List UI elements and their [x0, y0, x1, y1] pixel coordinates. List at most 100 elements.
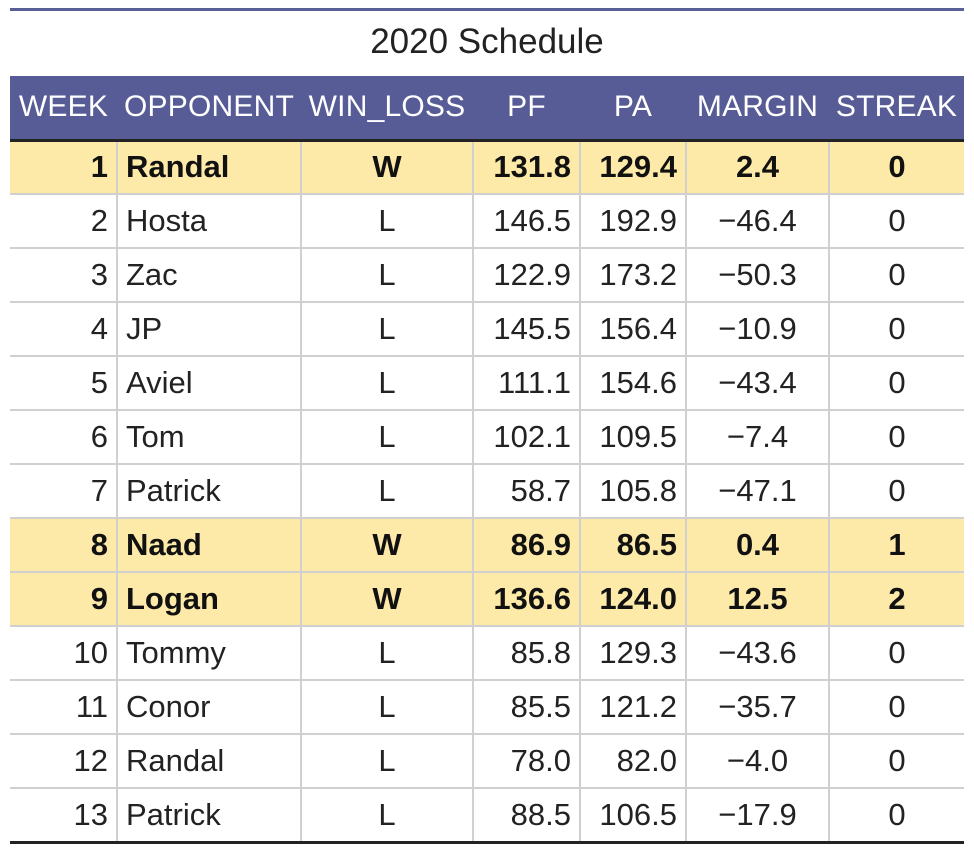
table-title: 2020 Schedule [370, 22, 604, 61]
cell-week: 6 [10, 409, 118, 465]
cell-streak: 0 [828, 733, 964, 789]
table-row: 12 Randal L 78.0 82.0 −4.0 0 [10, 733, 964, 789]
cell-streak: 0 [828, 409, 964, 465]
cell-margin: −4.0 [685, 733, 830, 789]
cell-margin: 0.4 [685, 517, 830, 573]
cell-win-loss: L [300, 463, 474, 519]
cell-win-loss: W [300, 139, 474, 195]
cell-pa: 109.5 [579, 409, 687, 465]
cell-opponent: Tom [116, 409, 302, 465]
cell-pa: 192.9 [579, 193, 687, 249]
cell-margin: −43.4 [685, 355, 830, 411]
table-row: 1 Randal W 131.8 129.4 2.4 0 [10, 139, 964, 195]
cell-streak: 0 [828, 301, 964, 357]
cell-week: 3 [10, 247, 118, 303]
column-header-week: WEEK [10, 76, 117, 142]
cell-week: 13 [10, 787, 118, 844]
cell-pa: 82.0 [579, 733, 687, 789]
column-header-pf: PF [473, 76, 580, 142]
cell-week: 10 [10, 625, 118, 681]
cell-opponent: Aviel [116, 355, 302, 411]
cell-streak: 0 [828, 679, 964, 735]
cell-win-loss: L [300, 301, 474, 357]
cell-pa: 173.2 [579, 247, 687, 303]
cell-win-loss: L [300, 193, 474, 249]
cell-margin: −50.3 [685, 247, 830, 303]
cell-win-loss: L [300, 679, 474, 735]
column-header-pa: PA [580, 76, 686, 142]
table-row: 10 Tommy L 85.8 129.3 −43.6 0 [10, 625, 964, 681]
table-row: 5 Aviel L 111.1 154.6 −43.4 0 [10, 355, 964, 411]
cell-week: 2 [10, 193, 118, 249]
cell-pa: 124.0 [579, 571, 687, 627]
cell-opponent: Randal [116, 733, 302, 789]
cell-week: 5 [10, 355, 118, 411]
cell-streak: 0 [828, 139, 964, 195]
cell-pf: 102.1 [472, 409, 581, 465]
cell-streak: 1 [828, 517, 964, 573]
cell-margin: −17.9 [685, 787, 830, 844]
cell-margin: −10.9 [685, 301, 830, 357]
cell-pf: 136.6 [472, 571, 581, 627]
cell-week: 7 [10, 463, 118, 519]
cell-pf: 85.8 [472, 625, 581, 681]
cell-streak: 0 [828, 463, 964, 519]
cell-pf: 131.8 [472, 139, 581, 195]
cell-win-loss: L [300, 409, 474, 465]
table-row: 2 Hosta L 146.5 192.9 −46.4 0 [10, 193, 964, 249]
cell-opponent: JP [116, 301, 302, 357]
cell-opponent: Naad [116, 517, 302, 573]
cell-streak: 0 [828, 247, 964, 303]
cell-pf: 146.5 [472, 193, 581, 249]
cell-opponent: Patrick [116, 463, 302, 519]
cell-pa: 156.4 [579, 301, 687, 357]
cell-margin: 12.5 [685, 571, 830, 627]
column-header-streak: STREAK [829, 76, 964, 142]
cell-week: 8 [10, 517, 118, 573]
cell-streak: 0 [828, 787, 964, 844]
cell-opponent: Logan [116, 571, 302, 627]
cell-streak: 0 [828, 355, 964, 411]
table-row: 4 JP L 145.5 156.4 −10.9 0 [10, 301, 964, 357]
cell-opponent: Hosta [116, 193, 302, 249]
cell-pa: 121.2 [579, 679, 687, 735]
cell-opponent: Zac [116, 247, 302, 303]
cell-win-loss: L [300, 787, 474, 844]
cell-week: 11 [10, 679, 118, 735]
table-row: 3 Zac L 122.9 173.2 −50.3 0 [10, 247, 964, 303]
table-row: 13 Patrick L 88.5 106.5 −17.9 0 [10, 787, 964, 844]
cell-streak: 0 [828, 625, 964, 681]
cell-pf: 78.0 [472, 733, 581, 789]
schedule-table: WEEK OPPONENT WIN_LOSS PF PA MARGIN STRE… [10, 76, 964, 844]
header-row: WEEK OPPONENT WIN_LOSS PF PA MARGIN STRE… [10, 76, 964, 142]
cell-margin: −7.4 [685, 409, 830, 465]
cell-win-loss: W [300, 517, 474, 573]
cell-week: 1 [10, 139, 118, 195]
cell-pf: 86.9 [472, 517, 581, 573]
cell-opponent: Randal [116, 139, 302, 195]
table-row: 7 Patrick L 58.7 105.8 −47.1 0 [10, 463, 964, 519]
table-row: 6 Tom L 102.1 109.5 −7.4 0 [10, 409, 964, 465]
cell-win-loss: L [300, 625, 474, 681]
column-header-win-loss: WIN_LOSS [301, 76, 473, 142]
table-row: 11 Conor L 85.5 121.2 −35.7 0 [10, 679, 964, 735]
column-header-opponent: OPPONENT [117, 76, 301, 142]
cell-margin: −46.4 [685, 193, 830, 249]
cell-week: 12 [10, 733, 118, 789]
table-row: 9 Logan W 136.6 124.0 12.5 2 [10, 571, 964, 627]
cell-streak: 2 [828, 571, 964, 627]
cell-pa: 129.4 [579, 139, 687, 195]
cell-opponent: Tommy [116, 625, 302, 681]
cell-win-loss: L [300, 247, 474, 303]
cell-margin: 2.4 [685, 139, 830, 195]
column-header-margin: MARGIN [686, 76, 829, 142]
cell-pa: 86.5 [579, 517, 687, 573]
cell-pf: 145.5 [472, 301, 581, 357]
cell-pf: 88.5 [472, 787, 581, 844]
cell-win-loss: W [300, 571, 474, 627]
cell-streak: 0 [828, 193, 964, 249]
cell-win-loss: L [300, 733, 474, 789]
table-row: 8 Naad W 86.9 86.5 0.4 1 [10, 517, 964, 573]
cell-pf: 111.1 [472, 355, 581, 411]
cell-week: 9 [10, 571, 118, 627]
